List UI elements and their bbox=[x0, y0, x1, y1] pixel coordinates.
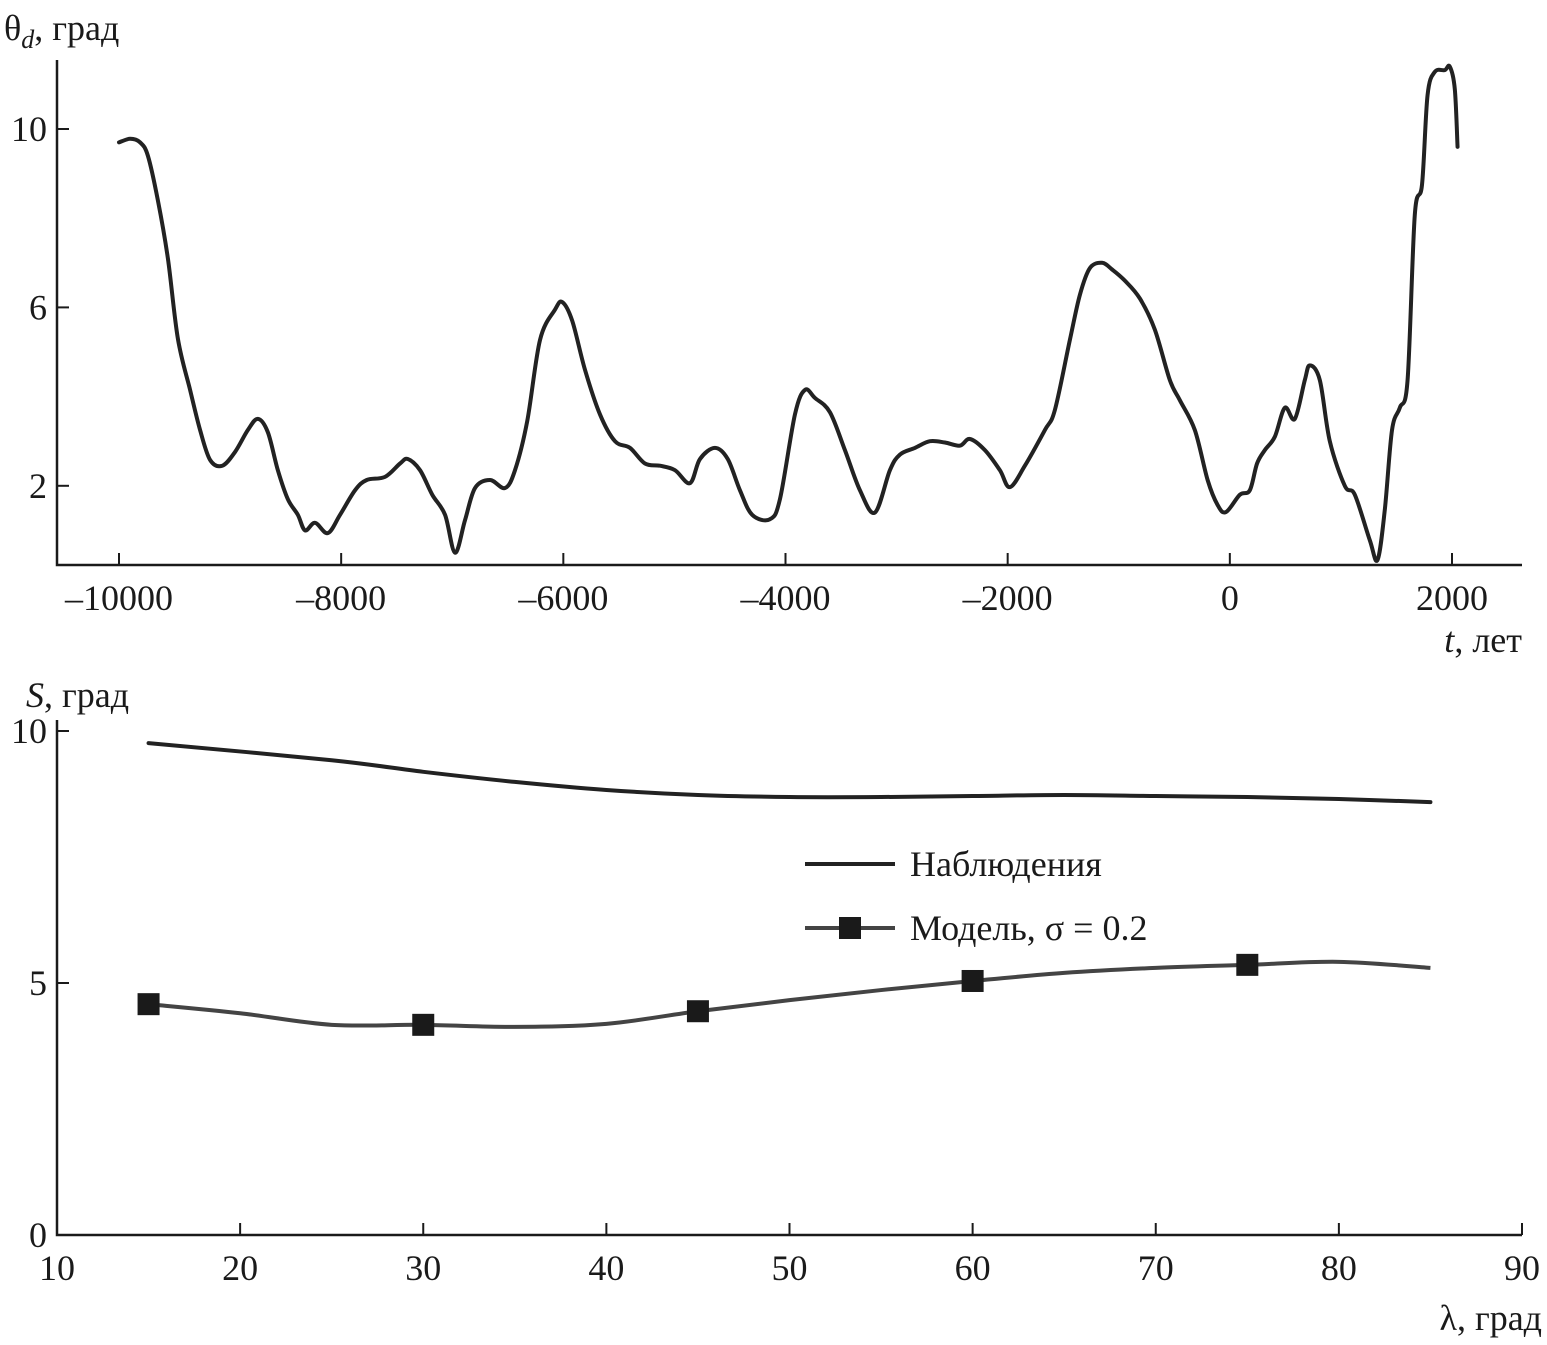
model-marker bbox=[686, 1000, 709, 1023]
observations-series-line bbox=[146, 741, 1433, 805]
y-tick-label: 0 bbox=[29, 1215, 47, 1255]
s-chart: S, град λ, град Наблюдения Модель, σ = 0… bbox=[11, 675, 1542, 1338]
model-series-line bbox=[148, 959, 1431, 1029]
x-tick-label: 60 bbox=[955, 1248, 991, 1288]
x-tick-label: 2000 bbox=[1416, 578, 1488, 618]
x-tick-label: 10 bbox=[39, 1248, 75, 1288]
legend: Наблюдения Модель, σ = 0.2 bbox=[805, 844, 1147, 948]
y-tick-label: 6 bbox=[29, 287, 47, 327]
legend-label-observations: Наблюдения bbox=[910, 844, 1102, 884]
theta-chart: θd, град t, лет –10000 –8000 –6000 –4000 –20… bbox=[4, 8, 1522, 660]
x-tick-label: –10000 bbox=[64, 578, 173, 618]
x-tick-label: 90 bbox=[1504, 1248, 1540, 1288]
x-tick-label: –8000 bbox=[295, 578, 386, 618]
y-tick-label: 2 bbox=[29, 466, 47, 506]
x-tick-label: 0 bbox=[1221, 578, 1239, 618]
top-x-axis-label: t, лет bbox=[1444, 620, 1522, 660]
x-tick-label: –2000 bbox=[962, 578, 1053, 618]
model-marker bbox=[1236, 953, 1259, 976]
model-marker bbox=[137, 993, 160, 1016]
bottom-x-axis-label: λ, град bbox=[1439, 1298, 1542, 1338]
x-tick-label: –4000 bbox=[740, 578, 831, 618]
y-tick-label: 10 bbox=[11, 109, 47, 149]
x-tick-label: 40 bbox=[588, 1248, 624, 1288]
bottom-y-axis-label: S, град bbox=[26, 675, 129, 715]
top-y-axis-label: θd, град bbox=[4, 8, 119, 54]
theta-d-series-line bbox=[117, 63, 1460, 563]
x-tick-label: 50 bbox=[772, 1248, 808, 1288]
legend-marker-model bbox=[839, 917, 861, 939]
legend-label-model: Модель, σ = 0.2 bbox=[910, 908, 1147, 948]
model-marker bbox=[412, 1013, 435, 1036]
y-tick-label: 10 bbox=[11, 711, 47, 751]
x-tick-label: 80 bbox=[1321, 1248, 1357, 1288]
y-tick-label: 5 bbox=[29, 963, 47, 1003]
top-axes bbox=[55, 60, 1522, 567]
model-marker bbox=[961, 969, 984, 992]
x-tick-label: 70 bbox=[1138, 1248, 1174, 1288]
x-tick-label: –6000 bbox=[517, 578, 608, 618]
x-tick-label: 30 bbox=[405, 1248, 441, 1288]
x-tick-label: 20 bbox=[222, 1248, 258, 1288]
